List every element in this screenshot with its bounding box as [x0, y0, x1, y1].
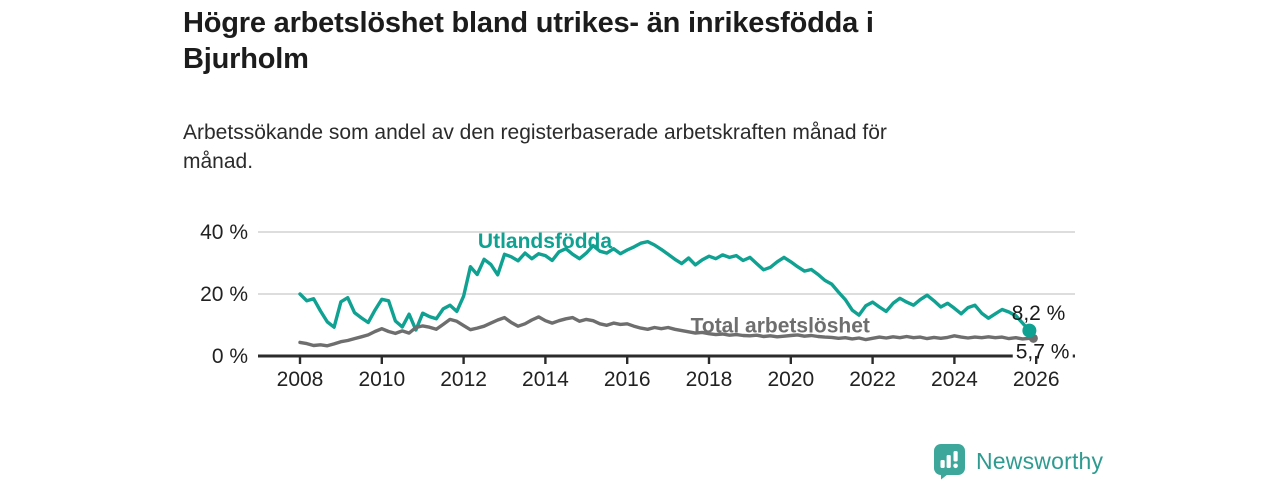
y-tick-label-20: 20 % — [200, 283, 248, 306]
x-tick-label-2014: 2014 — [522, 368, 569, 391]
unemployment-line-chart: 2008 2010 2012 2014 2016 2018 2020 2022 2024 2026… — [180, 210, 1100, 410]
page-title-line2: Bjurholm — [183, 42, 309, 75]
annotation-0: Utlandsfödda — [478, 230, 612, 253]
brand-footer: Newsworthy — [933, 443, 1104, 479]
brand-name: Newsworthy — [976, 447, 1104, 474]
annotation-backing — [1012, 343, 1073, 362]
endpoint-dot-utlandsfodda — [1022, 323, 1037, 338]
y-tick-label-40: 40 % — [200, 221, 248, 244]
chart-subtitle-line2: månad. — [183, 150, 254, 174]
x-tick-label-2018: 2018 — [686, 368, 733, 391]
annotation-3: 5,7 % — [1016, 340, 1070, 363]
chart-subtitle: Arbetssökande som andel av den registerb… — [183, 118, 1063, 177]
annotation-1: Total arbetslöshet — [691, 314, 870, 337]
chart-subtitle-line1: Arbetssökande som andel av den registerb… — [183, 121, 887, 144]
x-tick-label-2016: 2016 — [604, 368, 651, 391]
x-tick-label-2024: 2024 — [931, 368, 978, 391]
page-title: Högre arbetslöshet bland utrikes- än inr… — [183, 6, 1083, 78]
line-chart-svg: 2008 2010 2012 2014 2016 2018 2020 2022 2024 2026… — [200, 221, 1075, 391]
bar-chart-pin-icon — [934, 443, 965, 479]
x-tick-label-2008: 2008 — [277, 368, 324, 391]
y-tick-label-0: 0 % — [212, 345, 248, 368]
x-tick-label-2022: 2022 — [849, 368, 896, 391]
annotation-2: 8,2 % — [1012, 302, 1066, 325]
x-tick-label-2010: 2010 — [358, 368, 405, 391]
page-title-line1: Högre arbetslöshet bland utrikes- än inr… — [183, 7, 874, 39]
series-line-utlandsfodda — [298, 239, 1032, 333]
series-line-total — [298, 315, 1032, 348]
x-tick-label-2020: 2020 — [767, 368, 814, 391]
x-tick-label-2026: 2026 — [1013, 368, 1060, 391]
x-tick-label-2012: 2012 — [440, 368, 487, 391]
